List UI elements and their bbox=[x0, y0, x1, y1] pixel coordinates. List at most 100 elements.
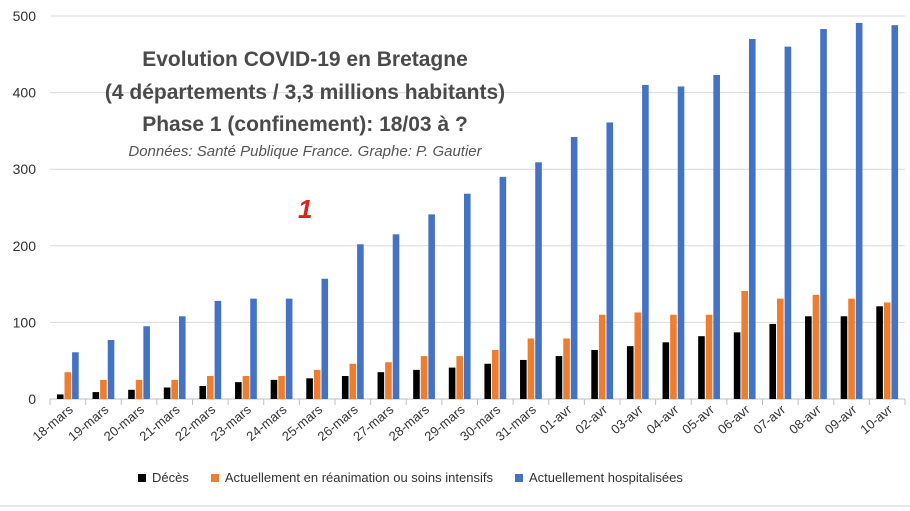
bar-2-23-mars bbox=[250, 298, 257, 399]
x-tick-label-31-mars: 31-mars bbox=[493, 401, 540, 443]
bar-0-02-avr bbox=[591, 349, 598, 399]
bar-1-27-mars bbox=[385, 362, 392, 399]
bar-2-07-avr bbox=[784, 46, 792, 399]
bar-2-25-mars bbox=[321, 278, 329, 399]
y-tick-label-400: 400 bbox=[13, 85, 37, 101]
bar-2-01-avr bbox=[570, 137, 578, 399]
legend: Décès Actuellement en réanimation ou soi… bbox=[138, 470, 705, 485]
bar-0-05-avr bbox=[698, 336, 705, 399]
bar-0-20-mars bbox=[128, 389, 135, 399]
legend-item-deces: Décès bbox=[138, 470, 189, 485]
bar-1-18-mars bbox=[64, 372, 72, 399]
bar-0-04-avr bbox=[662, 342, 670, 399]
y-tick-label-0: 0 bbox=[28, 391, 36, 407]
bar-2-02-avr bbox=[606, 122, 614, 399]
chart-title-line-3: Phase 1 (confinement): 18/03 à ? bbox=[142, 113, 468, 136]
bar-1-23-mars bbox=[242, 376, 250, 399]
bar-1-31-mars bbox=[527, 338, 535, 399]
bar-0-01-avr bbox=[555, 356, 563, 399]
bar-2-19-mars bbox=[107, 340, 115, 399]
bar-0-08-avr bbox=[805, 316, 812, 399]
bar-1-28-mars bbox=[420, 356, 428, 399]
bar-0-31-mars bbox=[520, 359, 527, 399]
bar-1-26-mars bbox=[349, 363, 357, 399]
bar-1-04-avr bbox=[670, 314, 677, 399]
x-tick-label-09-avr: 09-avr bbox=[822, 401, 860, 437]
bar-0-22-mars bbox=[199, 385, 207, 399]
bar-2-10-avr bbox=[891, 25, 899, 400]
bar-2-09-avr bbox=[855, 22, 863, 399]
y-tick-label-300: 300 bbox=[13, 161, 37, 177]
bar-2-28-mars bbox=[428, 214, 435, 399]
bar-2-18-mars bbox=[72, 352, 79, 399]
bar-1-24-mars bbox=[278, 376, 285, 399]
bar-2-20-mars bbox=[143, 326, 150, 399]
legend-swatch-reanimation bbox=[210, 473, 219, 482]
legend-item-hospitalisees: Actuellement hospitalisées bbox=[514, 470, 683, 485]
gridlines bbox=[49, 15, 906, 405]
bar-1-25-mars bbox=[313, 369, 321, 399]
bar-0-19-mars bbox=[92, 392, 100, 399]
x-tick-label-10-avr: 10-avr bbox=[857, 401, 895, 437]
x-tick-label-02-avr: 02-avr bbox=[572, 401, 610, 437]
chart-title-line-2: (4 départements / 3,3 millions habitants… bbox=[104, 81, 506, 104]
x-tick-label-03-avr: 03-avr bbox=[608, 401, 646, 437]
y-tick-label-500: 500 bbox=[13, 8, 37, 24]
bar-2-08-avr bbox=[820, 29, 827, 399]
legend-label-deces: Décès bbox=[152, 470, 189, 485]
bar-0-24-mars bbox=[270, 379, 278, 399]
bar-2-22-mars bbox=[214, 300, 222, 399]
bar-1-03-avr bbox=[634, 312, 642, 399]
bar-0-07-avr bbox=[769, 323, 777, 399]
bar-0-23-mars bbox=[235, 382, 242, 399]
x-tick-label-07-avr: 07-avr bbox=[750, 401, 788, 437]
bars bbox=[56, 22, 899, 400]
bar-1-22-mars bbox=[207, 376, 214, 399]
chart-subtitle: Données: Santé Publique France. Graphe: … bbox=[128, 143, 482, 160]
bar-0-30-mars bbox=[484, 363, 492, 399]
bar-2-04-avr bbox=[677, 86, 685, 400]
bar-2-31-mars bbox=[535, 162, 542, 399]
bar-0-25-mars bbox=[306, 378, 313, 399]
bar-0-06-avr bbox=[733, 332, 741, 399]
legend-swatch-hospitalisees bbox=[514, 473, 523, 482]
bar-2-05-avr bbox=[713, 74, 720, 400]
bar-0-09-avr bbox=[840, 316, 848, 399]
y-tick-label-200: 200 bbox=[13, 238, 37, 254]
x-tick-label-06-avr: 06-avr bbox=[715, 401, 753, 437]
bar-1-05-avr bbox=[705, 314, 713, 399]
bar-1-10-avr bbox=[883, 302, 891, 399]
bar-2-30-mars bbox=[499, 176, 507, 399]
bar-2-29-mars bbox=[463, 193, 471, 399]
legend-item-reanimation: Actuellement en réanimation ou soins int… bbox=[210, 470, 493, 485]
bar-0-26-mars bbox=[341, 376, 349, 399]
x-axis-ticks: 18-mars19-mars20-mars21-mars22-mars23-ma… bbox=[30, 401, 896, 444]
bar-2-27-mars bbox=[392, 234, 400, 399]
bar-0-10-avr bbox=[876, 306, 883, 399]
bar-2-26-mars bbox=[357, 244, 364, 399]
bar-2-21-mars bbox=[178, 316, 186, 399]
y-tick-label-100: 100 bbox=[13, 314, 37, 330]
bar-0-27-mars bbox=[377, 372, 385, 399]
bar-0-03-avr bbox=[626, 346, 634, 399]
bar-0-21-mars bbox=[163, 387, 171, 399]
bar-1-30-mars bbox=[492, 349, 499, 399]
legend-label-hospitalisees: Actuellement hospitalisées bbox=[528, 470, 683, 485]
x-tick-label-04-avr: 04-avr bbox=[643, 401, 681, 437]
bar-2-24-mars bbox=[285, 298, 293, 399]
bar-0-29-mars bbox=[448, 367, 456, 399]
bar-1-29-mars bbox=[456, 356, 463, 399]
bar-2-06-avr bbox=[748, 38, 756, 399]
chart-title-line-1: Evolution COVID-19 en Bretagne bbox=[142, 48, 468, 71]
bar-1-20-mars bbox=[135, 379, 143, 399]
bar-1-01-avr bbox=[563, 338, 570, 399]
bar-1-07-avr bbox=[777, 298, 784, 399]
legend-label-reanimation: Actuellement en réanimation ou soins int… bbox=[224, 470, 493, 485]
bar-2-03-avr bbox=[642, 84, 649, 399]
x-tick-label-01-avr: 01-avr bbox=[537, 401, 575, 437]
x-tick-label-05-avr: 05-avr bbox=[679, 401, 717, 437]
y-axis-ticks: 0 100 200 300 400 500 bbox=[13, 8, 37, 407]
x-tick-label-08-avr: 08-avr bbox=[786, 401, 824, 437]
bar-0-28-mars bbox=[413, 369, 420, 399]
